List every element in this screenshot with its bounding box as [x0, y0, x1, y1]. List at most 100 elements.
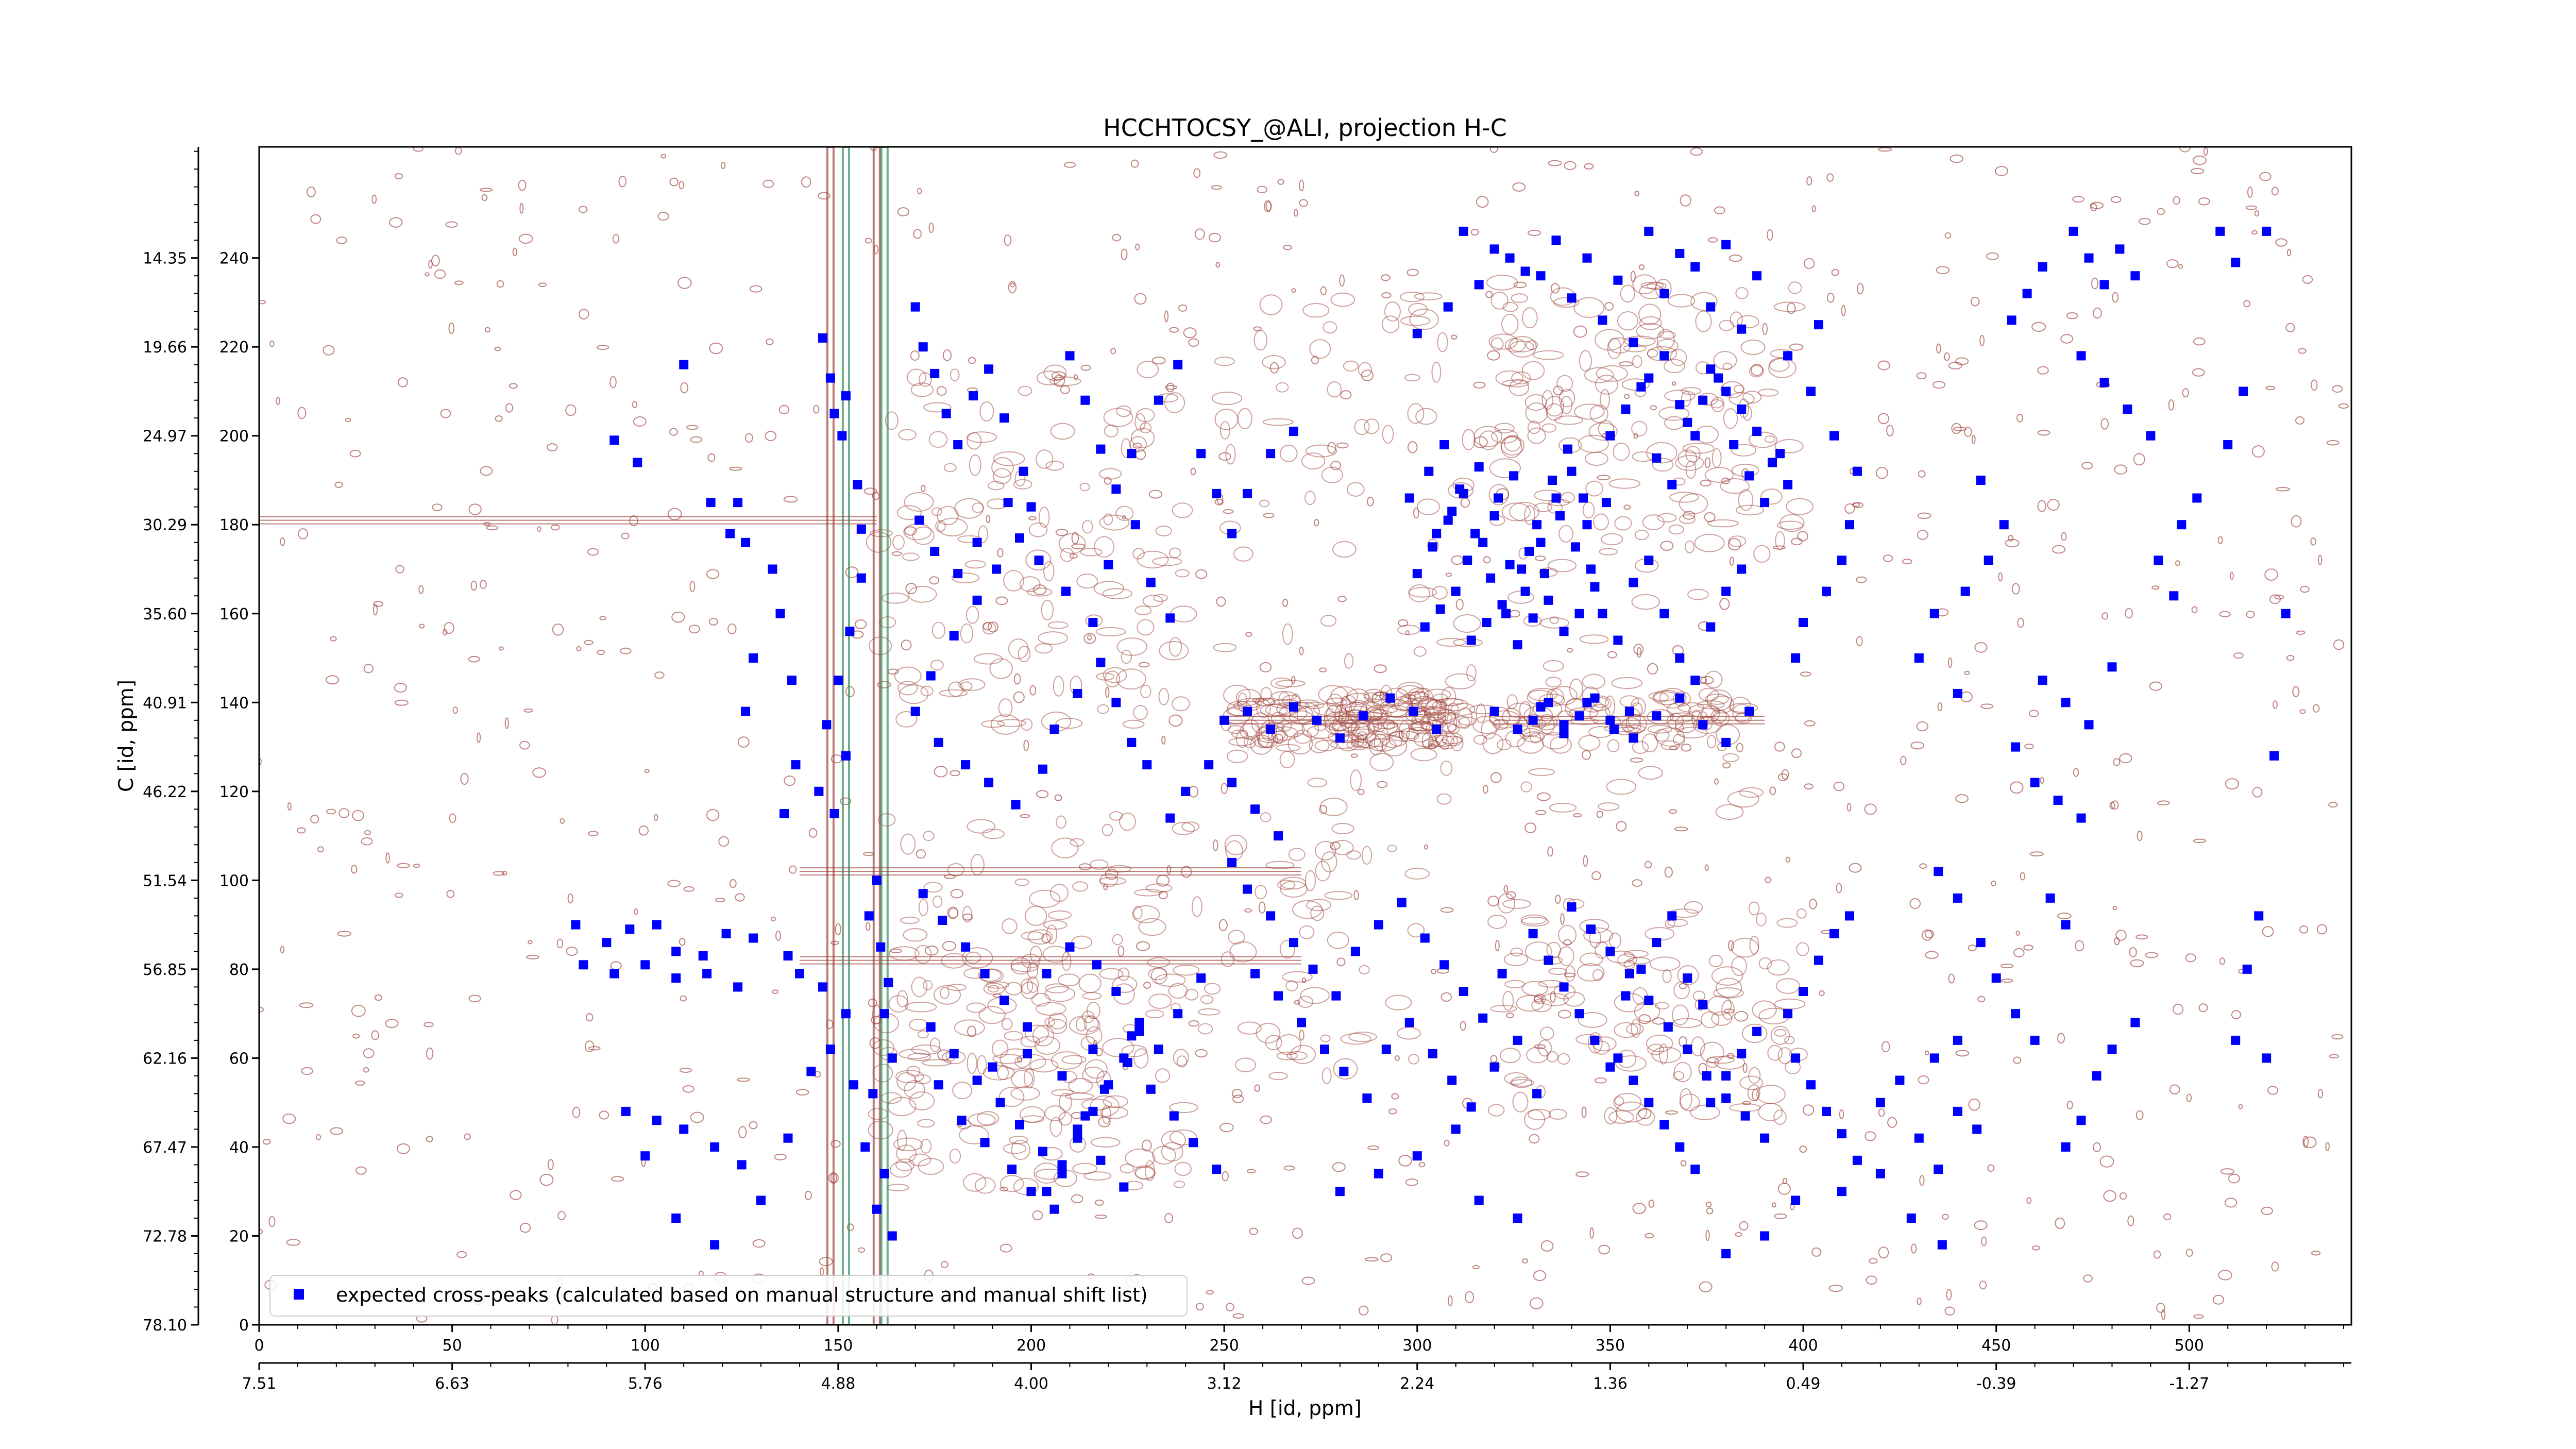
noise-contour — [620, 647, 632, 654]
peak-contour — [1049, 376, 1081, 386]
noise-contour — [2075, 940, 2084, 952]
peak-contour — [1029, 1058, 1059, 1073]
cross-peak-point — [1428, 542, 1437, 552]
peak-contour — [1627, 957, 1651, 965]
peak-contour — [1546, 403, 1563, 421]
peak-contour — [954, 1019, 985, 1036]
noise-contour — [1875, 467, 1888, 479]
noise-contour — [1652, 1017, 1665, 1025]
cross-peak-point — [741, 706, 751, 716]
cross-peak-point — [1470, 529, 1480, 538]
peak-contour — [1598, 802, 1620, 811]
legend-box — [269, 1275, 1188, 1317]
noise-contour — [1706, 1207, 1714, 1215]
cross-peak-point — [1034, 555, 1044, 565]
cross-peak-point — [2242, 964, 2252, 974]
cross-peak-point — [1227, 857, 1237, 867]
cross-peak-point — [980, 1138, 990, 1148]
noise-contour — [1633, 644, 1644, 655]
noise-contour — [1166, 382, 1175, 393]
noise-contour — [1190, 468, 1196, 476]
peak-contour — [1277, 720, 1292, 732]
noise-contour — [1291, 288, 1296, 293]
noise-contour — [596, 345, 609, 350]
noise-contour — [1826, 173, 1834, 182]
peak-contour — [930, 660, 944, 671]
noise-contour — [1353, 890, 1359, 900]
cross-peak-point — [1675, 249, 1685, 258]
cross-peak-point — [2146, 431, 2156, 441]
noise-contour — [2127, 1215, 2134, 1226]
cross-peak-point — [1991, 973, 2001, 983]
noise-contour — [449, 813, 456, 823]
noise-contour — [2166, 259, 2179, 268]
cross-peak-point — [1528, 613, 1538, 623]
noise-contour — [2037, 366, 2049, 375]
peak-contour — [958, 678, 986, 691]
noise-contour — [1728, 940, 1734, 951]
noise-contour — [783, 496, 798, 503]
noise-contour — [1299, 1030, 1304, 1041]
peak-contour — [1400, 292, 1425, 302]
noise-contour — [1483, 556, 1491, 564]
cross-peak-point — [1073, 1133, 1082, 1143]
peak-contour — [1056, 815, 1066, 829]
cross-peak-point — [1517, 564, 1527, 574]
cross-peak-point — [2061, 698, 2071, 707]
noise-contour — [1257, 186, 1267, 194]
cross-peak-point — [1065, 351, 1075, 361]
cross-peak-point — [1721, 586, 1731, 596]
noise-contour — [1841, 305, 1846, 316]
peak-contour — [1229, 941, 1257, 963]
cross-peak-point — [1026, 1187, 1036, 1197]
noise-contour — [452, 706, 458, 714]
peak-contour — [947, 906, 959, 919]
noise-contour — [669, 177, 679, 187]
peak-contour — [1539, 617, 1569, 629]
cross-peak-point — [957, 1116, 967, 1125]
noise-contour — [1771, 1202, 1776, 1208]
cross-peak-point — [1154, 1044, 1163, 1054]
peak-contour — [1497, 893, 1516, 914]
cross-peak-point — [1007, 1165, 1017, 1174]
noise-contour — [537, 526, 541, 532]
peak-contour — [1397, 625, 1420, 635]
peak-contour — [1045, 983, 1069, 993]
peak-contour — [1548, 968, 1568, 975]
cross-peak-point — [1937, 1240, 1947, 1250]
peak-contour — [1436, 638, 1466, 647]
noise-contour — [1424, 844, 1429, 850]
cross-peak-point — [1169, 1111, 1179, 1121]
peak-contour — [1297, 996, 1314, 1008]
y-index-tick-label: 60 — [229, 1050, 249, 1068]
peak-contour — [1638, 766, 1663, 780]
peak-contour — [1608, 478, 1640, 489]
peak-contour — [998, 698, 1013, 717]
peak-contour — [1018, 385, 1032, 396]
noise-contour — [1216, 596, 1226, 607]
noise-contour — [2225, 778, 2240, 790]
y-index-tick-label: 200 — [219, 428, 249, 446]
cross-peak-point — [969, 391, 978, 401]
noise-contour — [385, 1019, 399, 1029]
noise-contour — [2133, 453, 2145, 466]
peak-contour — [1270, 677, 1293, 689]
noise-contour — [941, 1261, 948, 1268]
cross-peak-point — [1690, 262, 1700, 272]
peak-contour — [910, 382, 934, 397]
peak-contour — [1237, 408, 1252, 430]
noise-contour — [280, 946, 285, 954]
peak-contour — [1473, 734, 1487, 745]
noise-contour — [1950, 154, 1963, 163]
cross-peak-point — [1822, 1106, 1831, 1116]
peak-contour — [1097, 704, 1109, 714]
cross-peak-point — [1489, 1062, 1499, 1072]
noise-contour — [1878, 1108, 1885, 1117]
noise-contour — [835, 923, 841, 936]
noise-contour — [2229, 571, 2234, 580]
cross-peak-point — [1339, 1067, 1349, 1076]
noise-contour — [1225, 1303, 1234, 1312]
noise-contour — [330, 1127, 343, 1135]
noise-contour — [1529, 1134, 1540, 1144]
cross-peak-point — [1096, 658, 1106, 667]
